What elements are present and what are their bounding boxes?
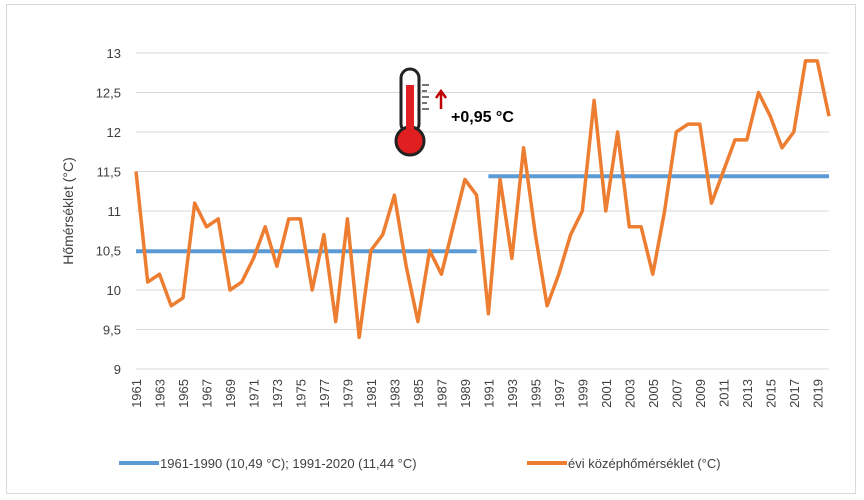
x-tick-label: 2017: [787, 379, 802, 408]
x-tick-label: 1993: [505, 379, 520, 408]
x-tick-label: 1987: [434, 379, 449, 408]
x-tick-label: 1997: [552, 379, 567, 408]
legend-label-annual: évi középhőmérséklet (°C): [568, 456, 721, 471]
y-tick-label: 9,5: [103, 323, 121, 338]
x-tick-label: 1995: [528, 379, 543, 408]
x-tick-label: 1999: [575, 379, 590, 408]
annotation-label: +0,95 °C: [451, 109, 514, 126]
x-tick-label: 2001: [599, 379, 614, 408]
y-tick-label: 10: [107, 283, 121, 298]
x-tick-label: 1975: [293, 379, 308, 408]
x-tick-label: 2011: [716, 379, 731, 407]
x-tick-label: 2013: [740, 379, 755, 408]
x-tick-label: 1963: [152, 379, 167, 408]
x-tick-label: 2007: [669, 379, 684, 408]
x-tick-label: 1973: [270, 379, 285, 408]
series-line: [134, 59, 831, 340]
x-tick-label: 2019: [810, 379, 825, 408]
grid: [136, 52, 829, 370]
x-tick-labels: 1961 1963 1965 1967 1969 1971 1973 1975 1977 1979…: [129, 379, 825, 408]
y-tick-label: 11,5: [97, 165, 121, 180]
series-lines: [134, 59, 831, 340]
y-tick-label: 12,5: [96, 86, 121, 101]
x-tick-label: 1981: [364, 379, 379, 408]
x-tick-label: 1979: [340, 379, 355, 408]
thermometer-icon: [394, 67, 429, 157]
y-tick-label: 13: [107, 46, 121, 61]
y-tick-label: 11: [108, 204, 122, 219]
x-tick-label: 1961: [129, 379, 144, 408]
chart-frame: 9 9,5 10 10,5 11 11,5 12 12,5 13 1961 1963 1965 196…: [6, 4, 856, 494]
legend: 1961-1990 (10,49 °C); 1991-2020 (11,44 °…: [119, 456, 721, 471]
y-axis-title: Hőmérséklet (°C): [60, 157, 76, 265]
x-tick-label: 2015: [763, 379, 778, 408]
annotation: +0,95 °C: [394, 67, 514, 157]
x-tick-label: 1991: [481, 379, 496, 408]
x-tick-label: 2009: [693, 379, 708, 408]
y-tick-labels: 9 9,5 10 10,5 11 11,5 12 12,5 13: [96, 46, 121, 377]
x-tick-label: 1971: [246, 379, 261, 408]
legend-label-reference: 1961-1990 (10,49 °C); 1991-2020 (11,44 °…: [160, 456, 417, 471]
x-tick-label: 1967: [199, 379, 214, 408]
x-tick-label: 1989: [458, 379, 473, 408]
x-tick-label: 2005: [646, 379, 661, 408]
x-tick-label: 1965: [176, 379, 191, 408]
x-tick-label: 1985: [411, 379, 426, 408]
x-tick-label: 1969: [223, 379, 238, 408]
y-tick-label: 9: [114, 362, 121, 377]
x-tick-label: 1983: [387, 379, 402, 408]
y-tick-label: 12: [107, 125, 121, 140]
y-tick-label: 10,5: [96, 244, 121, 259]
up-arrow-icon: [434, 88, 448, 109]
x-tick-label: 1977: [317, 379, 332, 408]
x-tick-label: 2003: [622, 379, 637, 408]
